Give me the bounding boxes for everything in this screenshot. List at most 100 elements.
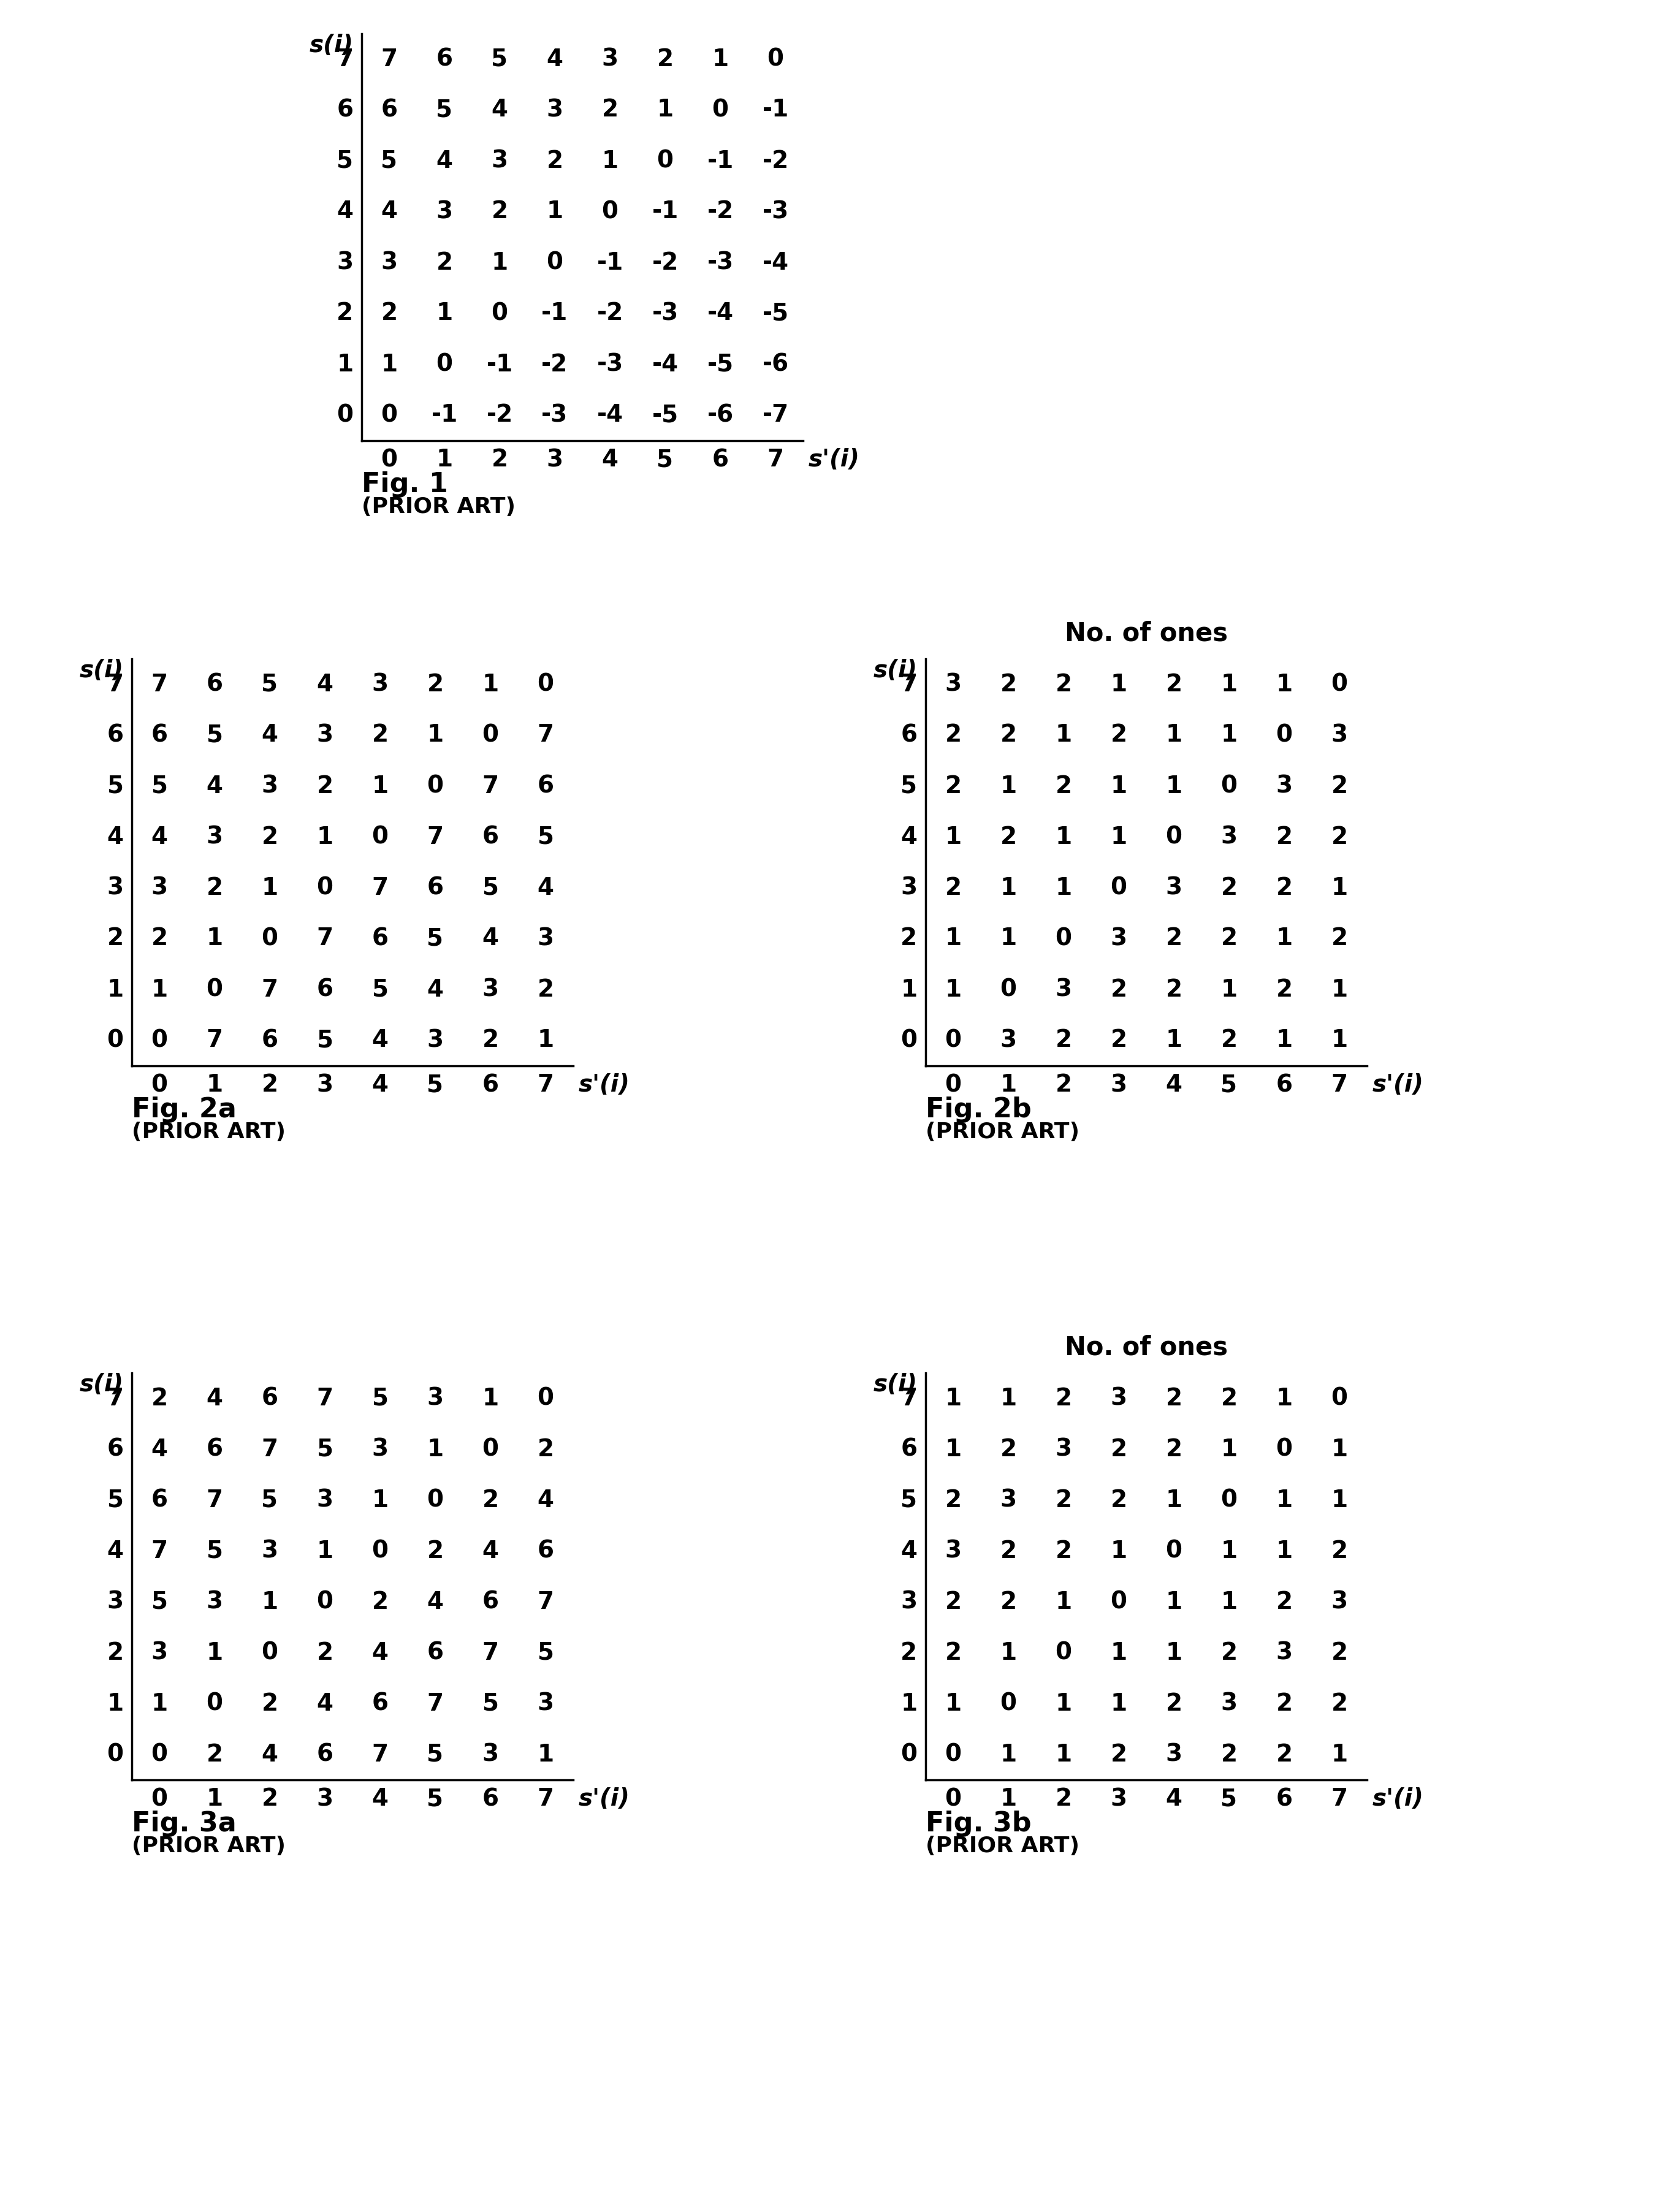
Text: 7: 7 [206,1489,222,1511]
Text: 2: 2 [371,1590,388,1613]
Text: 5: 5 [491,46,508,71]
Text: 0: 0 [1166,825,1181,849]
Text: 1: 1 [1111,1692,1126,1714]
Text: 1: 1 [481,1387,498,1409]
Text: 1: 1 [1166,723,1181,748]
Text: 2: 2 [1222,927,1237,951]
Text: 0: 0 [944,1029,961,1053]
Text: 2: 2 [1222,1387,1237,1409]
Text: 5: 5 [107,1489,124,1511]
Text: 1: 1 [206,1787,222,1812]
Text: 3: 3 [1332,1590,1348,1613]
Text: 5: 5 [150,774,167,799]
Text: 6: 6 [483,825,498,849]
Text: 0: 0 [261,1641,277,1663]
Text: 2: 2 [1054,1387,1071,1409]
Text: s'(i): s'(i) [578,1073,630,1097]
Text: 3: 3 [316,1073,333,1097]
Text: 3: 3 [381,250,398,274]
Text: 0: 0 [602,199,618,223]
Text: 1: 1 [371,774,388,799]
Text: 3: 3 [999,1489,1016,1511]
Text: 5: 5 [150,1590,167,1613]
Text: 5: 5 [206,723,222,748]
Text: 1: 1 [1166,1590,1181,1613]
Text: (PRIOR ART): (PRIOR ART) [361,498,516,518]
Text: 4: 4 [107,1540,124,1562]
Text: 4: 4 [371,1787,388,1812]
Text: 3: 3 [426,1029,443,1053]
Text: 1: 1 [1166,1029,1181,1053]
Text: 2: 2 [1332,1692,1348,1714]
Text: 2: 2 [944,774,961,799]
Text: 1: 1 [901,1692,917,1714]
Text: 5: 5 [381,148,398,173]
Text: 3: 3 [491,148,508,173]
Text: 1: 1 [206,927,222,951]
Text: 2: 2 [1054,1489,1071,1511]
Text: -3: -3 [541,403,568,427]
Text: 5: 5 [483,876,498,900]
Text: 4: 4 [546,46,563,71]
Text: 5: 5 [316,1438,333,1460]
Text: 2: 2 [1111,1489,1126,1511]
Text: 2: 2 [999,1438,1016,1460]
Text: 1: 1 [436,301,453,325]
Text: -3: -3 [707,250,734,274]
Text: 2: 2 [481,1029,498,1053]
Text: -3: -3 [652,301,678,325]
Text: 3: 3 [1277,1641,1293,1663]
Text: 6: 6 [150,1489,167,1511]
Text: 4: 4 [338,199,353,223]
Text: 3: 3 [261,1540,277,1562]
Text: 1: 1 [944,1387,961,1409]
Text: 3: 3 [107,876,124,900]
Text: -6: -6 [762,352,789,376]
Text: -5: -5 [707,352,734,376]
Text: 1: 1 [1332,876,1348,900]
Text: 6: 6 [261,1387,277,1409]
Text: 2: 2 [1277,825,1293,849]
Text: 2: 2 [538,978,553,1002]
Text: 2: 2 [206,1743,222,1765]
Text: 3: 3 [1111,927,1126,951]
Text: 2: 2 [546,148,563,173]
Text: 5: 5 [483,1692,498,1714]
Text: 1: 1 [1277,1540,1293,1562]
Text: 3: 3 [538,927,553,951]
Text: 2: 2 [999,1590,1016,1613]
Text: 4: 4 [436,148,453,173]
Text: 1: 1 [999,774,1016,799]
Text: 2: 2 [1277,876,1293,900]
Text: 4: 4 [1166,1787,1181,1812]
Text: 1: 1 [999,876,1016,900]
Text: 2: 2 [316,774,333,799]
Text: 0: 0 [371,1540,388,1562]
Text: 7: 7 [371,1743,388,1765]
Text: 2: 2 [944,1590,961,1613]
Text: 2: 2 [1222,1029,1237,1053]
Text: 2: 2 [261,825,277,849]
Text: 0: 0 [150,1743,167,1765]
Text: 6: 6 [483,1787,498,1812]
Text: 4: 4 [371,1073,388,1097]
Text: 1: 1 [206,1641,222,1663]
Text: 4: 4 [428,1590,443,1613]
Text: Fig. 1: Fig. 1 [361,471,448,498]
Text: 2: 2 [1222,1743,1237,1765]
Text: 1: 1 [1222,978,1237,1002]
Text: 0: 0 [944,1787,961,1812]
Text: 3: 3 [1054,1438,1071,1460]
Text: -3: -3 [597,352,623,376]
Text: 4: 4 [371,1029,388,1053]
Text: 6: 6 [371,927,388,951]
Text: 6: 6 [206,672,222,697]
Text: s'(i): s'(i) [809,449,861,471]
Text: 4: 4 [150,825,167,849]
Text: 2: 2 [999,1540,1016,1562]
Text: Fig. 2b: Fig. 2b [926,1097,1031,1124]
Text: 7: 7 [901,1387,917,1409]
Text: 1: 1 [1054,723,1071,748]
Text: 1: 1 [546,199,563,223]
Text: 3: 3 [546,97,563,122]
